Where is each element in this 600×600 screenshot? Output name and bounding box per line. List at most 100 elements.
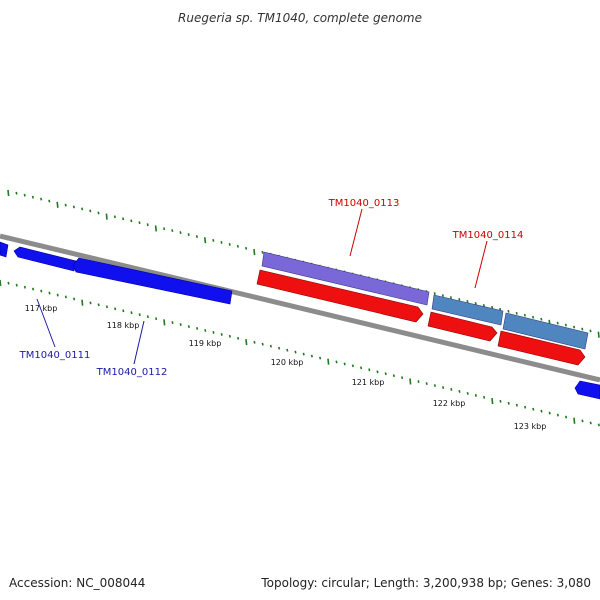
outer-tick-minor	[540, 317, 543, 321]
cds-TM1040_0113[interactable]	[256, 269, 424, 323]
outer-tick-minor	[72, 205, 75, 209]
outer-tick-major	[253, 248, 256, 256]
inner-tick-minor	[122, 309, 125, 313]
inner-tick-minor	[97, 303, 100, 307]
gene-arrow-TM1040_0111[interactable]	[13, 246, 77, 272]
outer-tick-minor	[113, 215, 116, 219]
outer-tick-minor	[515, 311, 518, 315]
label-TM1040_0112[interactable]: TM1040_0112	[96, 367, 168, 378]
outer-tick-minor	[507, 309, 510, 313]
inner-tick-minor	[368, 368, 371, 372]
feature-TM1040_0114[interactable]	[431, 294, 504, 326]
outer-tick-minor	[15, 191, 18, 195]
inner-tick-minor	[204, 329, 207, 332]
outer-tick-minor	[441, 294, 444, 297]
outer-tick-minor	[589, 329, 592, 333]
inner-tick-minor	[237, 336, 240, 340]
inner-tick-minor	[269, 344, 272, 348]
inner-tick-minor	[442, 386, 445, 389]
label-TM1040_0113[interactable]: TM1040_0113	[328, 198, 400, 209]
leader-TM1040_0112	[133, 320, 145, 365]
inner-tick-minor	[343, 362, 346, 366]
gene-arrow-left-edge[interactable]	[0, 241, 9, 258]
outer-tick-minor	[81, 207, 84, 211]
inner-tick-minor	[286, 348, 289, 352]
inner-tick-minor	[360, 366, 363, 370]
inner-tick-major	[163, 319, 166, 326]
outer-tick-major	[597, 331, 600, 338]
outer-tick-minor	[245, 246, 248, 250]
inner-tick-minor	[392, 374, 395, 378]
inner-tick-minor	[32, 287, 35, 291]
inner-tick-minor	[540, 409, 543, 413]
outer-tick-minor	[89, 209, 92, 213]
outer-tick-minor	[573, 325, 576, 329]
inner-tick-minor	[114, 307, 117, 311]
label-leaders	[36, 208, 488, 365]
outer-tick-minor	[220, 240, 223, 244]
inner-tick-minor	[425, 382, 428, 386]
inner-tick-minor	[187, 325, 190, 328]
inner-tick-minor	[40, 289, 43, 293]
inner-tick-minor	[171, 321, 174, 325]
outer-tick-minor	[474, 301, 477, 305]
outer-tick-minor	[458, 298, 461, 301]
inner-tick-major	[409, 378, 412, 385]
inner-tick-minor	[261, 342, 264, 346]
outer-tick-major	[154, 225, 157, 232]
inner-tick-minor	[73, 297, 76, 301]
inner-tick-minor	[212, 330, 215, 334]
outer-tick-minor	[228, 242, 231, 246]
outer-tick-minor	[491, 305, 494, 309]
outer-tick-minor	[23, 193, 26, 197]
label-TM1040_0114[interactable]: TM1040_0114	[452, 230, 524, 241]
inner-tick-minor	[138, 313, 141, 317]
inner-tick-minor	[228, 334, 231, 338]
inner-tick-minor	[524, 405, 527, 409]
inner-tick-minor	[581, 419, 584, 423]
outer-tick-minor	[564, 323, 567, 327]
inner-tick-minor	[433, 384, 436, 387]
gene-arrow-TM1040_0112[interactable]	[72, 257, 233, 305]
tick-label-119: 119 kbp	[189, 339, 222, 348]
inner-tick-major	[245, 338, 248, 346]
tick-label-123: 123 kbp	[514, 422, 547, 431]
outer-tick-major	[56, 201, 59, 208]
gene-labels: TM1040_0111 TM1040_0112 TM1040_0113 TM10…	[19, 198, 524, 378]
outer-tick-minor	[556, 321, 559, 325]
outer-tick-minor	[31, 195, 34, 199]
outer-tick-minor	[171, 229, 174, 233]
inner-tick-minor	[220, 332, 223, 336]
inner-tick-minor	[278, 346, 281, 350]
outer-tick-minor	[146, 223, 149, 227]
outer-tick-major	[204, 237, 207, 244]
feature-TM1040_0113[interactable]	[261, 251, 430, 306]
inner-tick-minor	[548, 411, 551, 415]
inner-tick-minor	[294, 350, 297, 354]
outer-tick-minor	[261, 250, 264, 254]
inner-tick-minor	[105, 305, 108, 309]
reverse-cds	[256, 269, 586, 366]
label-TM1040_0111[interactable]: TM1040_0111	[19, 350, 91, 361]
inner-tick-major	[0, 279, 2, 287]
inner-tick-minor	[515, 403, 518, 407]
inner-tick-minor	[499, 399, 502, 403]
inner-tick-minor	[23, 285, 26, 289]
outer-tick-minor	[433, 292, 436, 296]
outer-tick-minor	[97, 211, 100, 215]
outer-tick-minor	[163, 227, 166, 231]
tick-label-118: 118 kbp	[107, 321, 140, 330]
inner-tick-minor	[302, 352, 305, 356]
inner-tick-minor	[335, 360, 338, 364]
cds-next[interactable]	[497, 330, 586, 366]
feature-next[interactable]	[502, 312, 589, 350]
gene-arrow-right-edge[interactable]	[574, 380, 600, 400]
inner-tick-minor	[532, 407, 535, 411]
cds-TM1040_0114[interactable]	[427, 311, 498, 342]
inner-tick-minor	[565, 415, 568, 419]
inner-tick-minor	[130, 311, 133, 315]
outer-tick-minor	[130, 219, 133, 223]
inner-tick-minor	[48, 291, 51, 295]
outer-tick-minor	[187, 233, 190, 236]
